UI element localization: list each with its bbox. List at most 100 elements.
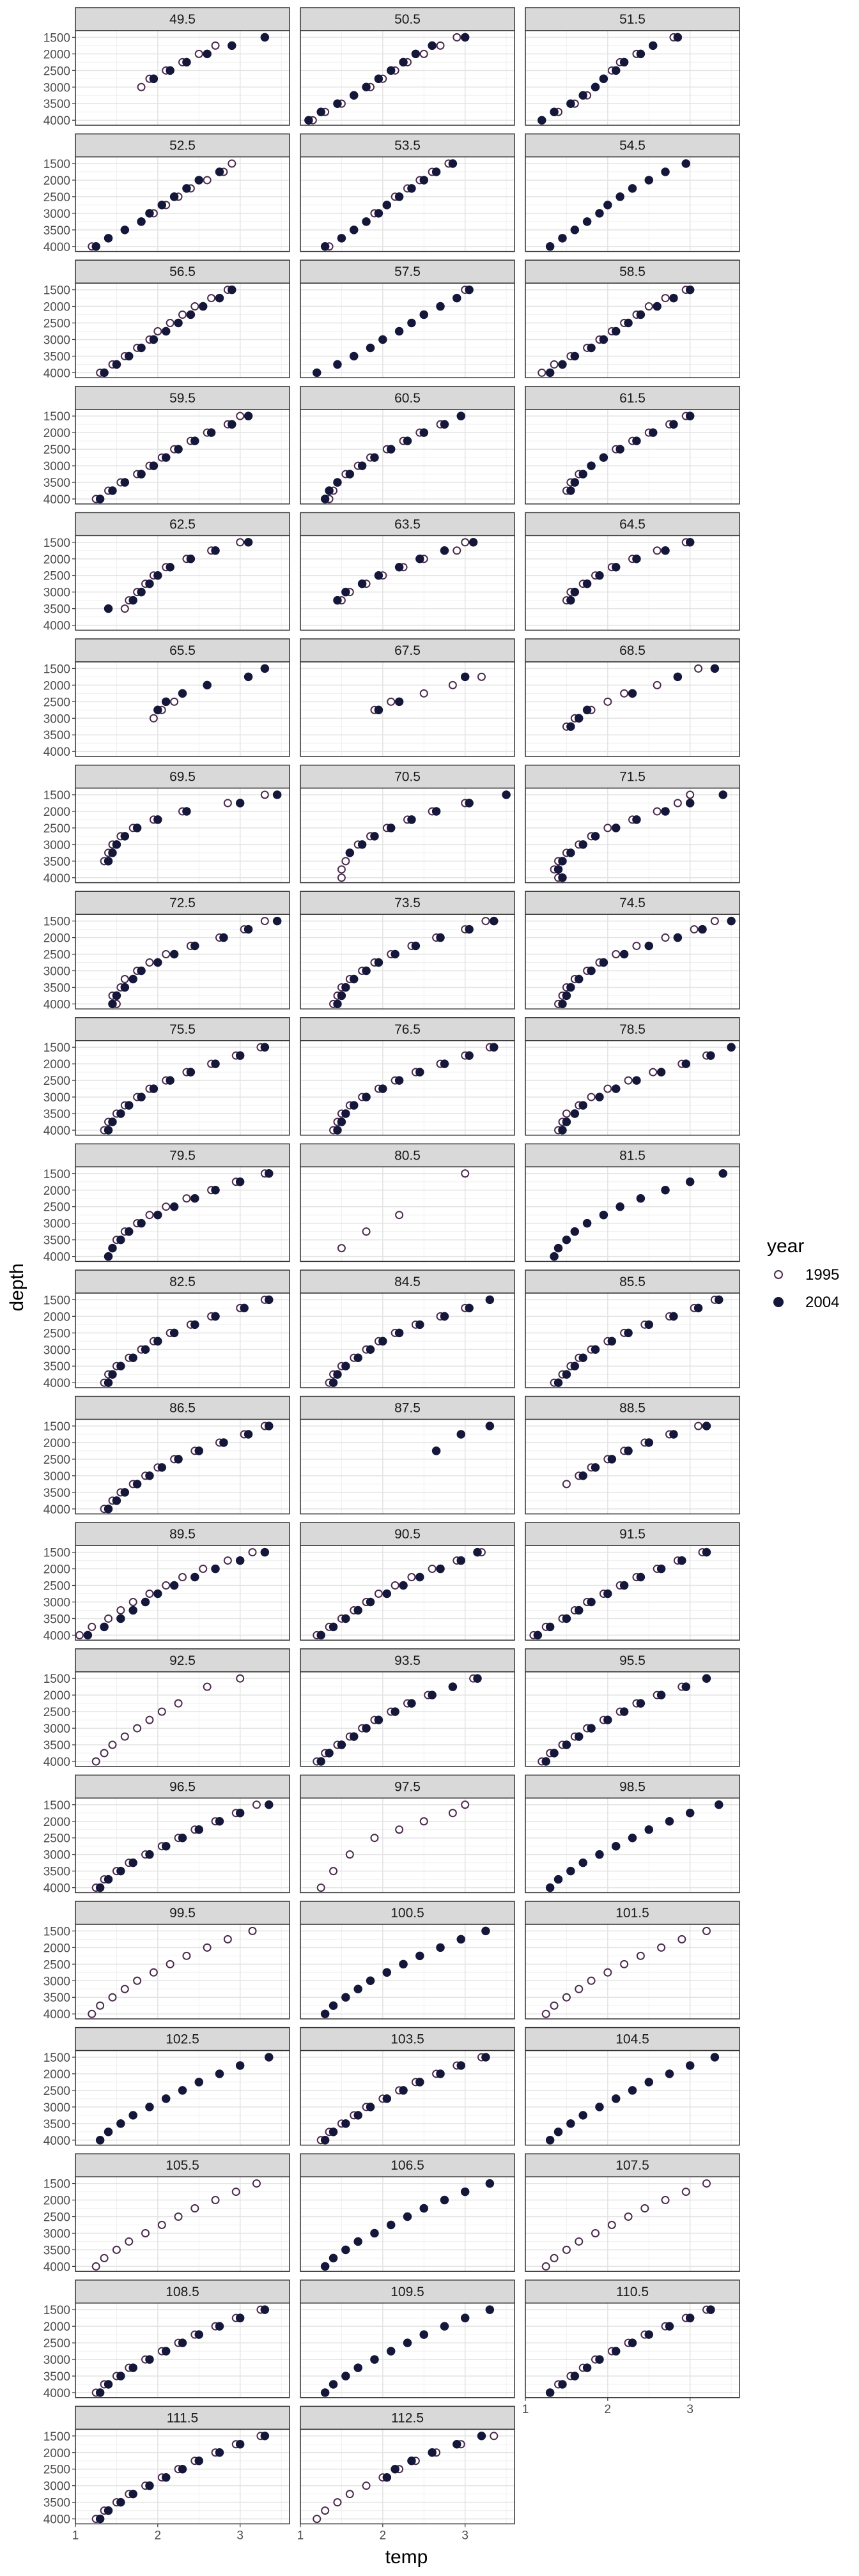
point-2004 [394, 192, 404, 201]
y-tick-label: 1500 [43, 789, 70, 802]
point-2004 [619, 57, 629, 67]
facet-strip [300, 1774, 515, 1799]
y-tick-label: 4000 [43, 114, 70, 128]
point-2004 [541, 1757, 550, 1766]
point-1995 [223, 1935, 232, 1943]
point-1995 [419, 49, 428, 58]
point-2004 [341, 1109, 350, 1118]
point-1995 [260, 917, 269, 926]
point-1995 [88, 1622, 97, 1631]
point-2004 [128, 1606, 137, 1615]
point-2004 [702, 1547, 711, 1557]
y-tick-label: 4000 [43, 1629, 70, 1643]
panel-border [525, 1797, 740, 1894]
point-2004 [403, 436, 412, 445]
point-2004 [194, 2330, 204, 2339]
facet-strip [300, 2153, 515, 2177]
point-2004 [436, 1564, 445, 1574]
panel-border [525, 1671, 740, 1767]
point-2004 [545, 242, 555, 251]
facet-strip-label: 79.5 [169, 1148, 196, 1163]
point-1995 [702, 2179, 711, 2188]
facet-strip [300, 259, 515, 284]
point-2004 [628, 184, 637, 193]
point-2004 [436, 933, 445, 942]
facet-panel: 108.5 1500 2000 2500 3000 3500 4000 [43, 2280, 290, 2400]
point-2004 [141, 1345, 150, 1354]
point-2004 [624, 1328, 633, 1338]
facet-strip [525, 1395, 740, 1420]
point-2004 [615, 1202, 624, 1211]
point-2004 [329, 2128, 338, 2136]
point-1995 [178, 1573, 187, 1582]
y-tick-label: 1500 [43, 1041, 70, 1055]
panel-border [525, 787, 740, 884]
y-tick-label: 2500 [43, 1453, 70, 1467]
point-2004 [558, 873, 567, 882]
point-2004 [644, 1320, 654, 1330]
facet-panel: 90.5 [300, 1522, 515, 1641]
panel-background [75, 1924, 290, 2019]
point-2004 [391, 2464, 399, 2474]
point-2004 [570, 478, 580, 487]
point-2004 [370, 453, 379, 462]
y-tick-label: 4000 [43, 1377, 70, 1390]
point-1995 [120, 1732, 129, 1741]
point-1995 [448, 680, 457, 689]
point-2004 [153, 815, 162, 824]
point-2004 [399, 57, 408, 67]
legend: year 1995 2004 [767, 1236, 839, 1311]
panel-border [525, 156, 740, 252]
y-tick-label: 4000 [43, 2513, 70, 2527]
point-1995 [194, 49, 203, 58]
point-2004 [431, 167, 441, 176]
panel-border [525, 2303, 740, 2398]
point-2004 [624, 1446, 633, 1455]
panel-border [525, 2050, 740, 2146]
point-2004 [677, 1556, 686, 1565]
point-2004 [428, 1690, 437, 1699]
panel-background [300, 283, 515, 378]
point-2004 [562, 1614, 571, 1623]
point-2004 [553, 1874, 563, 1884]
point-2004 [161, 2472, 171, 2482]
point-2004 [341, 2245, 350, 2255]
point-2004 [169, 192, 179, 201]
panel-background [525, 1545, 739, 1641]
point-2004 [378, 335, 387, 344]
facet-strip [525, 259, 740, 284]
x-tick-label: 2 [605, 2403, 612, 2416]
point-2004 [582, 2363, 592, 2372]
panel-border [300, 1797, 515, 1894]
panel-background [75, 788, 290, 883]
point-2004 [374, 74, 383, 84]
point-2004 [112, 360, 121, 369]
panel-background [75, 1167, 290, 1262]
y-tick-label: 3500 [43, 729, 70, 742]
point-2004 [329, 1378, 338, 1387]
point-2004 [407, 1699, 416, 1708]
point-2004 [174, 318, 183, 328]
facet-strip [525, 2027, 740, 2051]
point-2004 [575, 974, 584, 984]
y-tick-label: 4000 [43, 872, 70, 885]
point-2004 [456, 1556, 465, 1565]
facet-strip [525, 386, 740, 410]
point-2004 [656, 1564, 666, 1574]
panel-background [525, 662, 739, 756]
panel-border [75, 1545, 290, 1641]
point-2004 [550, 1749, 559, 1758]
y-tick-label: 2000 [43, 932, 70, 946]
panel-border [300, 1418, 515, 1515]
point-1995 [149, 1968, 158, 1977]
point-2004 [632, 815, 641, 824]
facet-strip-label: 58.5 [619, 264, 646, 279]
point-1995 [653, 680, 662, 689]
panel-border [300, 2176, 515, 2272]
point-2004 [550, 107, 559, 116]
point-1995 [632, 942, 641, 951]
point-2004 [362, 1092, 371, 1101]
point-2004 [166, 1076, 174, 1085]
facet-panel: 72.5 1500 2000 2500 3000 3500 4000 [43, 891, 290, 1011]
y-tick-label: 4000 [43, 1124, 70, 1138]
